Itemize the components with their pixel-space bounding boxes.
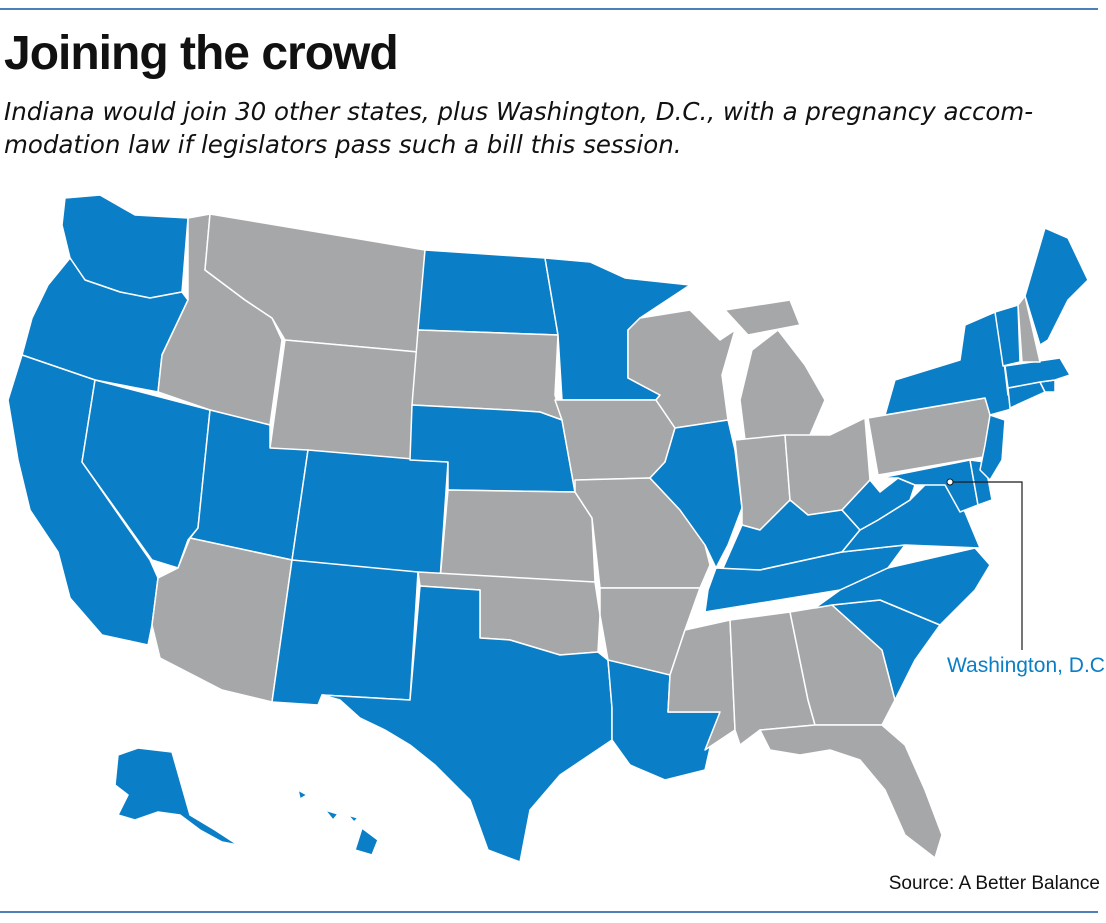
bottom-rule <box>0 911 1098 913</box>
state-north-carolina <box>814 547 991 626</box>
state-vermont <box>994 304 1021 367</box>
state-hawaii <box>297 789 379 856</box>
dc-marker <box>946 478 954 486</box>
map-title: Joining the crowd <box>4 27 399 80</box>
state-new-jersey <box>979 414 1006 481</box>
dc-leader-line <box>950 481 1023 650</box>
state-new-hampshire <box>1017 295 1041 363</box>
state-texas <box>321 585 613 863</box>
us-map <box>7 194 1089 863</box>
top-rule <box>0 8 1098 10</box>
state-kansas <box>439 489 596 583</box>
state-alaska <box>114 747 239 846</box>
source-note: Source: A Better Balance <box>888 873 1100 894</box>
state-massachusetts <box>1004 357 1071 389</box>
map-subtitle: Indiana would join 30 other states, plus… <box>4 97 1034 159</box>
dc-callout-label: Washington, D.C. <box>947 654 1106 677</box>
state-florida <box>759 724 943 859</box>
state-maine <box>1024 227 1089 346</box>
